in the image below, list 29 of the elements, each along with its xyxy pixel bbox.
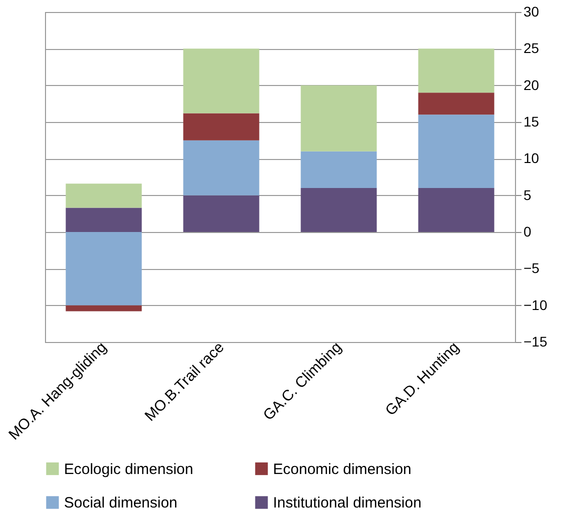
bar bbox=[418, 114, 494, 188]
bar bbox=[66, 232, 142, 306]
legend-label: Ecologic dimension bbox=[64, 460, 194, 478]
y-tick-label: 5 bbox=[524, 186, 532, 203]
y-tick-label: 20 bbox=[524, 76, 540, 93]
bar bbox=[66, 305, 142, 312]
bar bbox=[300, 151, 377, 188]
bar bbox=[300, 85, 377, 152]
y-tick-label: 10 bbox=[524, 150, 540, 166]
bar bbox=[66, 184, 142, 208]
bar bbox=[300, 188, 377, 232]
bar bbox=[183, 48, 260, 114]
legend-label: Institutional dimension bbox=[273, 494, 422, 512]
bar bbox=[418, 188, 494, 232]
legend-label: Economic dimension bbox=[273, 460, 412, 478]
bar bbox=[183, 113, 260, 140]
bar bbox=[418, 92, 494, 115]
y-tick-label: 25 bbox=[524, 40, 540, 56]
y-tick-label: −15 bbox=[524, 334, 548, 350]
y-tick-label: −10 bbox=[524, 296, 548, 313]
y-tick-label: 15 bbox=[524, 114, 540, 130]
bar bbox=[183, 195, 260, 232]
legend-label: Social dimension bbox=[64, 494, 178, 512]
y-tick-label: −5 bbox=[524, 260, 540, 276]
y-tick-label: 0 bbox=[524, 224, 532, 240]
bar bbox=[418, 48, 494, 93]
bar bbox=[66, 208, 142, 232]
bar bbox=[183, 140, 260, 196]
y-tick-label: 30 bbox=[524, 4, 540, 20]
